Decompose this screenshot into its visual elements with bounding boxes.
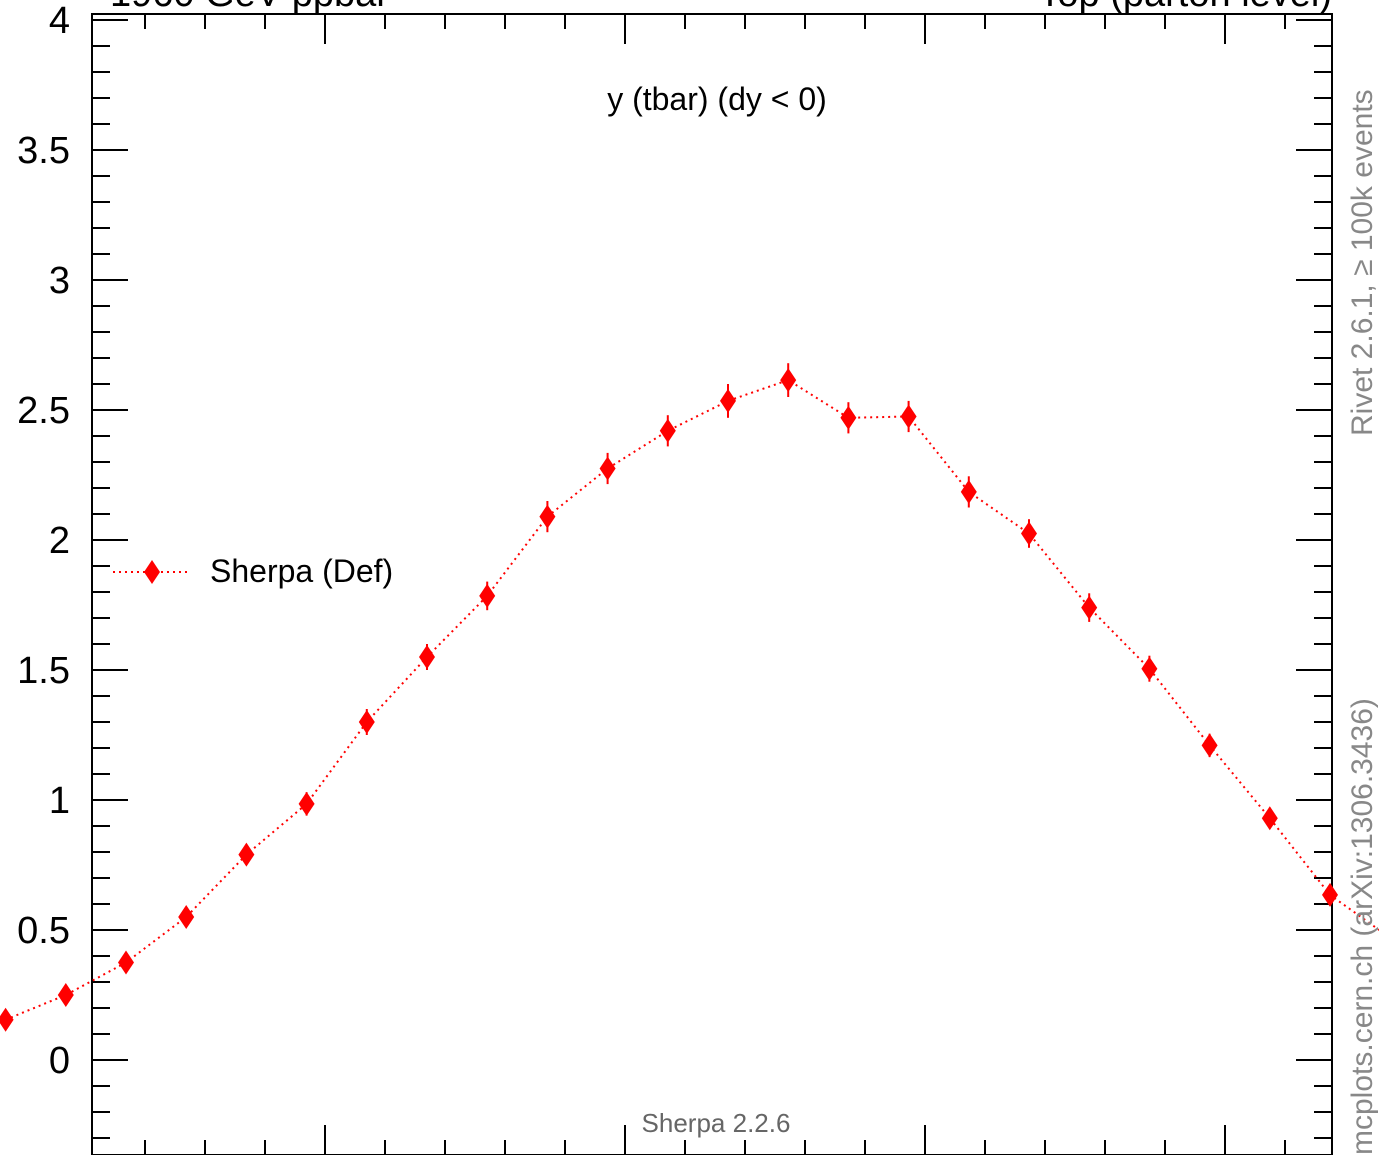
y-tick-label: 0.5 — [17, 910, 70, 952]
series-line — [0, 378, 1379, 1023]
data-point — [238, 842, 255, 867]
data-point — [1141, 656, 1158, 681]
data-point — [1201, 733, 1218, 758]
y-tick-label: 0 — [49, 1040, 70, 1082]
series-layer — [0, 363, 1379, 1032]
data-point — [118, 950, 134, 975]
generator-label: Sherpa 2.2.6 — [642, 1108, 791, 1138]
data-point — [1081, 595, 1098, 620]
data-point — [1261, 806, 1278, 831]
plot-frame — [91, 13, 1333, 1155]
data-point — [57, 983, 74, 1007]
header-left-label: 1960 GeV ppbar — [110, 0, 389, 15]
data-point — [780, 368, 797, 393]
side-label-upper: Rivet 2.6.1, ≥ 100k events — [1346, 89, 1379, 436]
data-point — [960, 479, 977, 504]
data-point — [1021, 521, 1037, 546]
data-point — [178, 905, 195, 929]
side-label-lower: mcplots.cern.ch (arXiv:1306.3436) — [1346, 698, 1379, 1155]
axes-group: 0 0.5 1 1.5 2 2.5 3 3.5 4 — [17, 0, 1332, 1155]
y-tick-label: 2.5 — [17, 390, 70, 432]
data-point — [900, 404, 917, 429]
y-tick-label: 3 — [49, 260, 70, 302]
data-point — [358, 710, 375, 734]
data-point — [479, 583, 496, 608]
data-point — [720, 388, 736, 413]
y-tick-label: 1 — [49, 780, 70, 822]
data-point — [0, 1007, 14, 1032]
header-right-label: Top (parton level) — [1038, 0, 1332, 15]
data-point — [539, 504, 556, 529]
y-tick-label: 4 — [49, 0, 70, 42]
y-tick-label: 1.5 — [17, 650, 70, 692]
y-tick-label: 2 — [49, 520, 70, 562]
legend-label: Sherpa (Def) — [210, 553, 393, 589]
y-tick-label: 3.5 — [17, 130, 70, 172]
data-point — [840, 405, 857, 430]
legend-marker — [144, 560, 160, 584]
data-point — [659, 418, 676, 443]
data-point — [419, 645, 435, 669]
data-point — [298, 791, 315, 816]
data-point — [599, 456, 616, 481]
chart-title: y (tbar) (dy < 0) — [607, 81, 827, 117]
data-point — [1322, 882, 1338, 907]
legend: Sherpa (Def) — [113, 553, 393, 589]
